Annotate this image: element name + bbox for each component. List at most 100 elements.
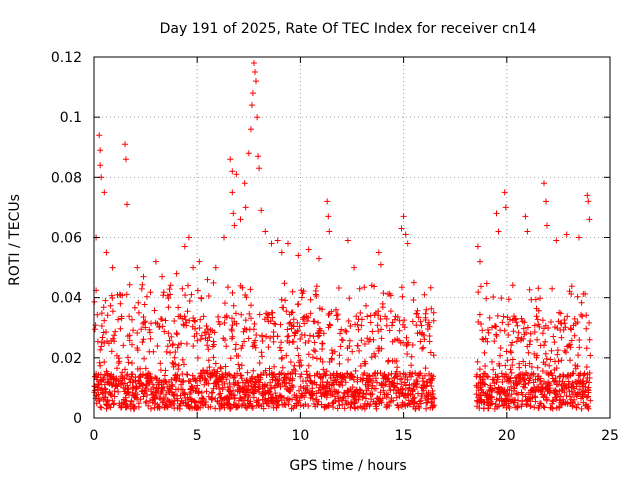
roti-point: [145, 402, 152, 409]
roti-point: [483, 280, 490, 287]
y-tick-label: 0.06: [51, 231, 82, 247]
roti-point: [413, 310, 420, 317]
roti-point: [218, 365, 224, 372]
chart-title: Day 191 of 2025, Rate Of TEC Index for r…: [160, 21, 537, 37]
roti-point: [404, 351, 411, 357]
roti-point: [198, 332, 205, 339]
roti-point: [558, 334, 565, 341]
roti-spike-point: [233, 171, 240, 178]
roti-point: [142, 318, 149, 325]
roti-point: [131, 304, 138, 311]
roti-point: [378, 326, 385, 333]
roti-point: [126, 332, 133, 339]
roti-point: [328, 308, 335, 315]
roti-point: [278, 347, 285, 354]
roti-point: [205, 346, 212, 353]
roti-point: [115, 388, 122, 395]
roti-point: [222, 363, 229, 370]
roti-point: [386, 327, 393, 334]
roti-point: [210, 354, 217, 361]
roti-point: [417, 370, 424, 377]
roti-point: [227, 405, 234, 412]
y-tick-label: 0.04: [51, 291, 82, 307]
roti-point: [505, 392, 512, 399]
roti-point: [172, 361, 179, 368]
roti-point: [578, 299, 585, 306]
roti-point: [514, 322, 521, 329]
roti-point: [288, 309, 295, 316]
roti-point: [146, 329, 153, 336]
roti-point: [564, 313, 571, 320]
roti-point: [348, 372, 355, 379]
roti-point: [152, 394, 159, 401]
roti-point: [123, 372, 130, 379]
roti-point: [98, 323, 105, 329]
roti-point: [394, 380, 401, 387]
roti-spike-point: [493, 210, 500, 217]
roti-point: [311, 318, 318, 325]
roti-point: [305, 314, 312, 321]
roti-spike-point: [229, 168, 236, 175]
roti-point: [301, 394, 308, 401]
roti-point: [393, 358, 400, 364]
roti-point: [252, 387, 259, 394]
roti-point: [473, 391, 480, 398]
roti-point: [486, 314, 493, 321]
roti-point: [253, 332, 260, 338]
roti-point: [498, 370, 505, 377]
roti-point: [394, 314, 401, 320]
roti-point: [224, 284, 231, 291]
roti-point: [378, 345, 385, 352]
roti-point: [550, 333, 557, 340]
roti-point: [336, 360, 343, 367]
roti-point: [243, 294, 250, 301]
roti-point: [521, 319, 528, 326]
roti-point: [109, 308, 116, 315]
roti-point: [372, 353, 379, 360]
roti-spike-point: [221, 234, 227, 241]
roti-point: [231, 394, 238, 401]
roti-point: [483, 373, 490, 380]
roti-point: [531, 404, 538, 411]
roti-point: [357, 310, 364, 316]
roti-point: [524, 372, 531, 379]
roti-point: [493, 323, 500, 330]
roti-point: [119, 292, 126, 299]
roti-point: [233, 320, 240, 327]
roti-point: [237, 372, 244, 379]
roti-point: [474, 384, 480, 390]
roti-point: [339, 382, 346, 389]
roti-point: [167, 291, 174, 298]
roti-point: [290, 338, 297, 345]
roti-point: [302, 339, 309, 346]
roti-point: [416, 405, 423, 411]
roti-point: [129, 341, 135, 348]
roti-point: [159, 323, 166, 330]
x-tick-label: 5: [193, 428, 202, 444]
roti-point: [575, 401, 582, 408]
roti-point: [413, 322, 420, 329]
roti-point: [361, 341, 368, 347]
roti-point: [241, 338, 248, 345]
roti-point: [303, 368, 310, 375]
roti-point: [279, 354, 286, 361]
roti-point: [522, 362, 529, 369]
roti-point: [129, 360, 135, 367]
roti-point: [496, 389, 503, 396]
x-tick-label: 20: [498, 428, 516, 444]
roti-point: [181, 313, 188, 320]
roti-point: [423, 405, 430, 412]
roti-point: [567, 344, 574, 351]
roti-point: [296, 323, 303, 330]
roti-point: [476, 311, 483, 318]
roti-point: [390, 397, 397, 404]
roti-point: [297, 336, 304, 342]
roti-point: [336, 352, 343, 359]
roti-point: [313, 283, 320, 290]
roti-point: [179, 386, 186, 393]
roti-point: [107, 302, 114, 309]
roti-spike-point: [344, 237, 351, 244]
roti-point: [546, 362, 553, 369]
roti-point: [159, 387, 166, 394]
roti-point: [346, 295, 353, 302]
